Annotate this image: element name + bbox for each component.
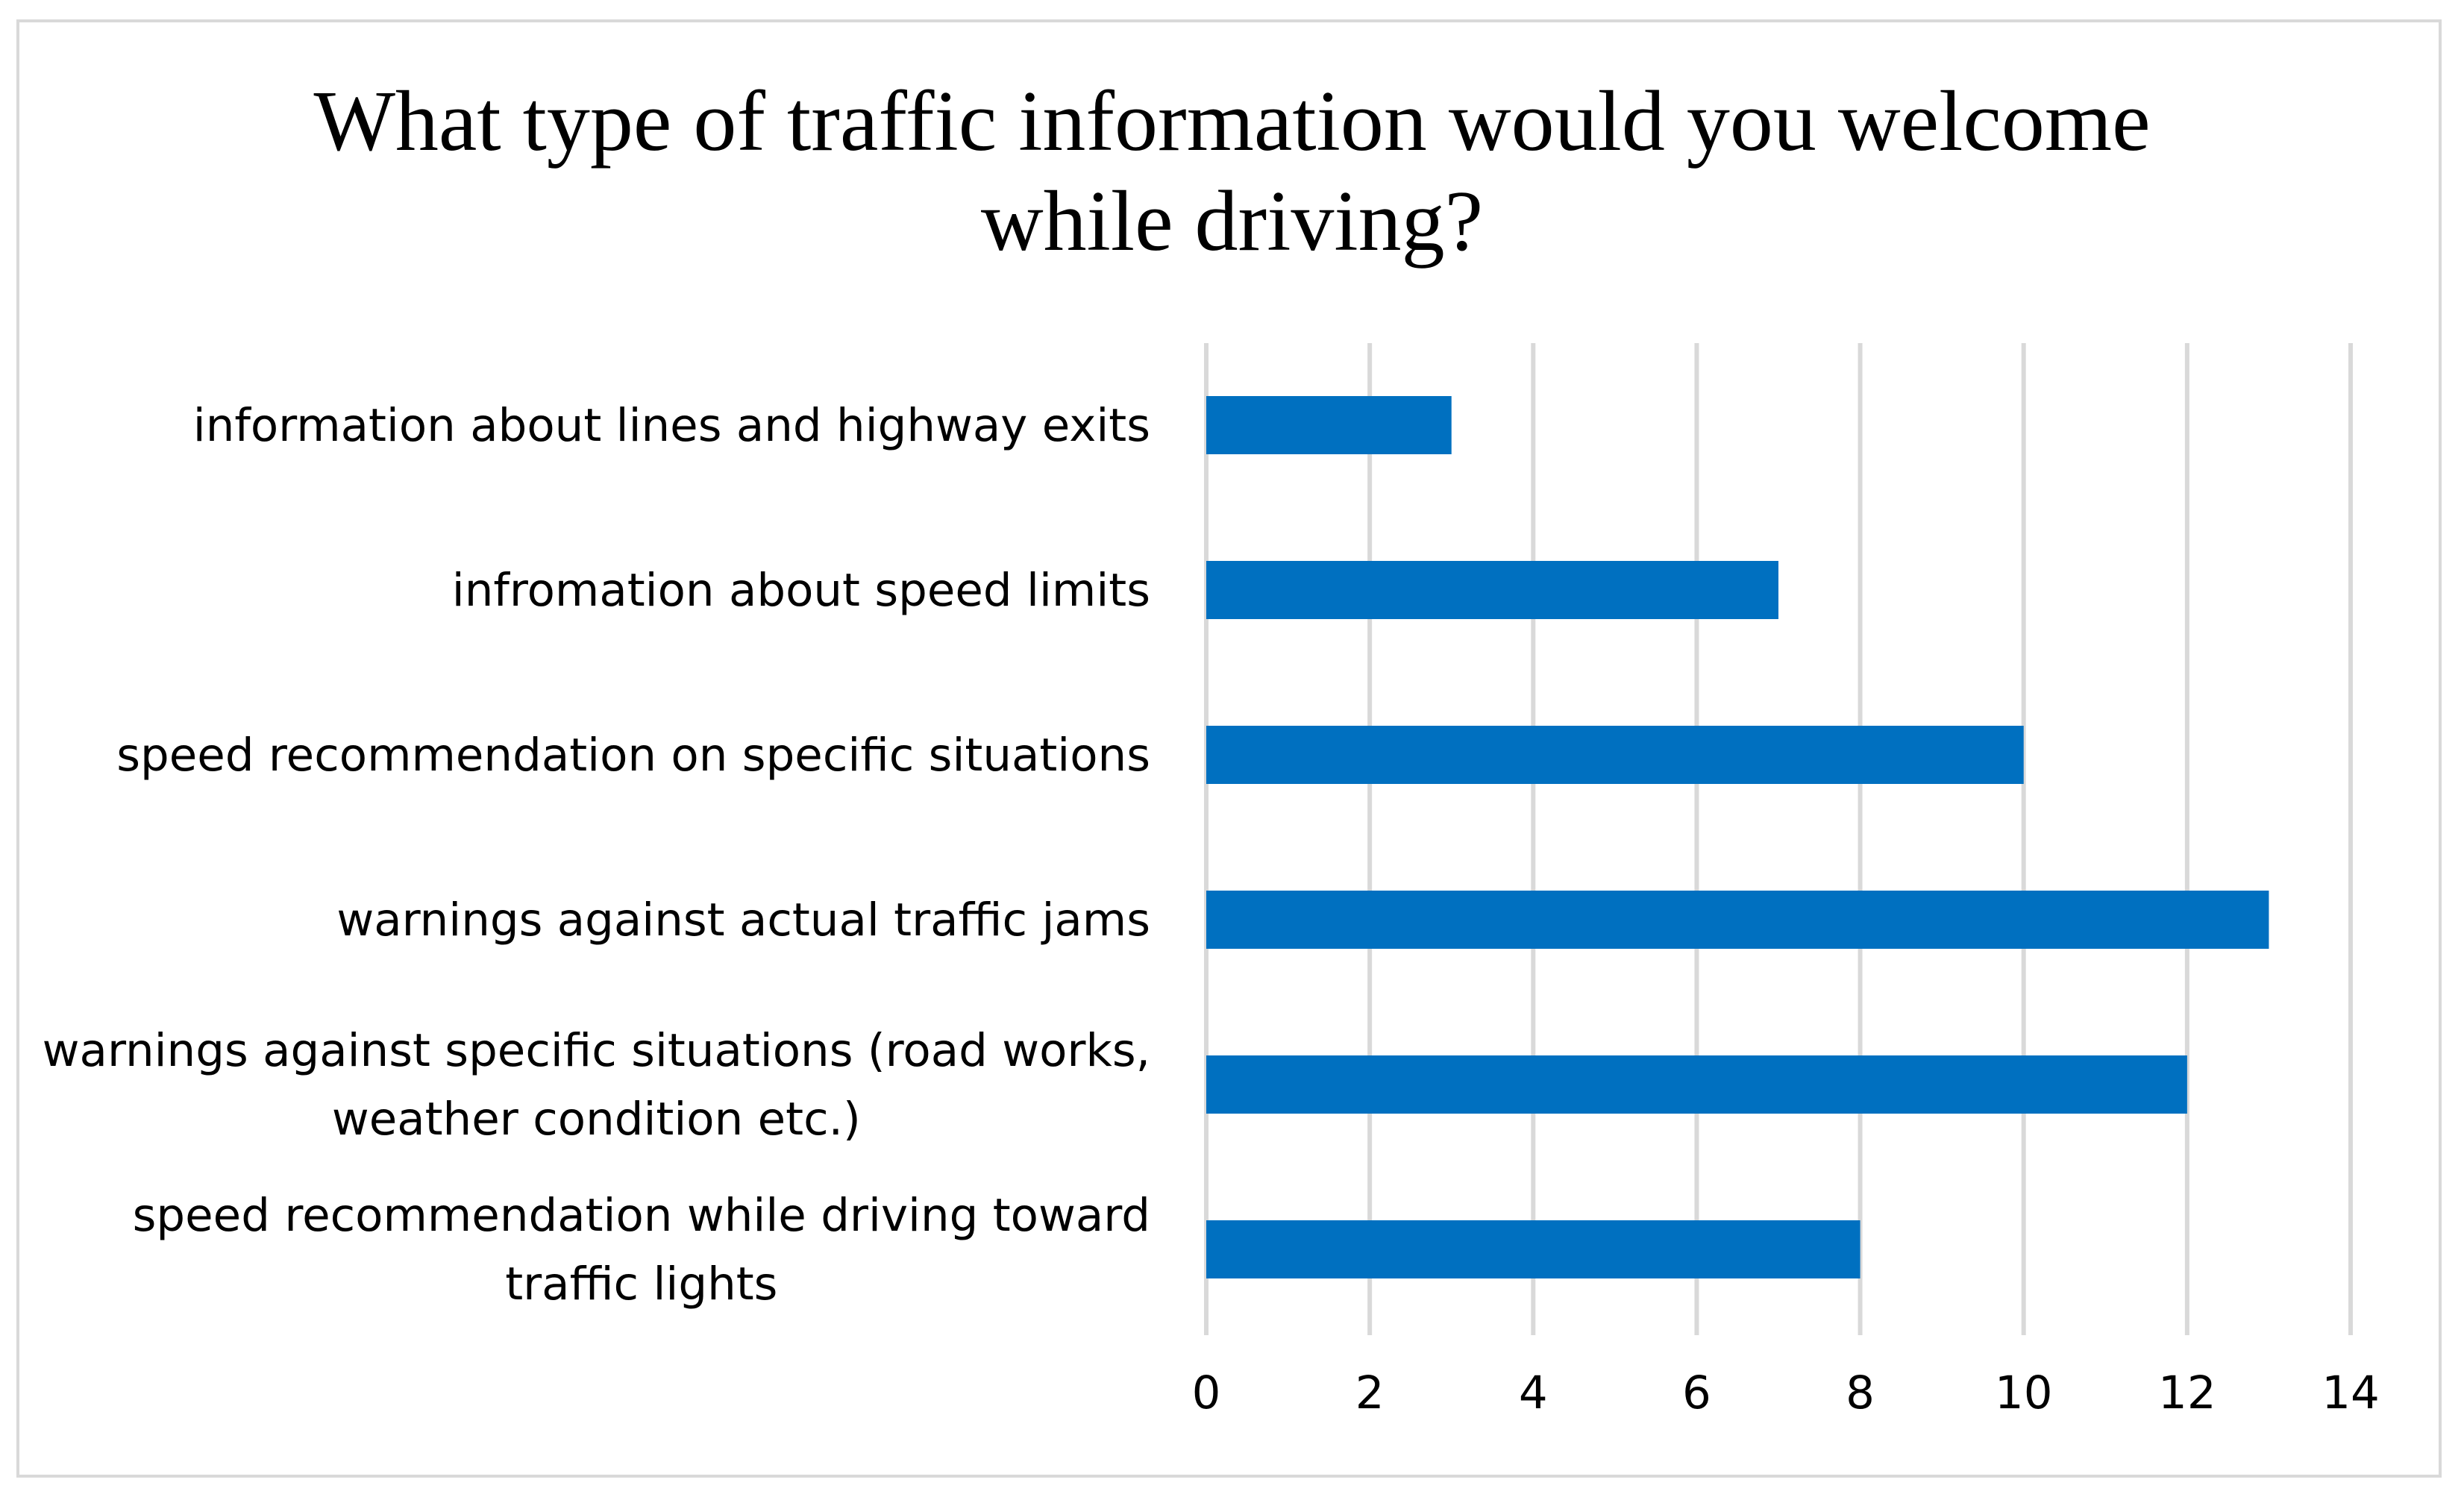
- category-label-5-line-1: speed recommendation while driving towar…: [133, 1189, 1150, 1242]
- category-label-4: warnings against specific situations (ro…: [43, 1024, 1150, 1146]
- x-tick-label-2: 2: [1355, 1366, 1385, 1419]
- category-label-4-line-1: warnings against specific situations (ro…: [43, 1024, 1150, 1077]
- category-label-2: speed recommendation on specific situati…: [116, 729, 1150, 782]
- x-tick-label-10: 10: [1995, 1366, 2053, 1419]
- bars: [1206, 396, 2269, 1278]
- bar-2: [1206, 726, 2024, 784]
- category-label-0: information about lines and highway exit…: [193, 399, 1150, 452]
- bar-1: [1206, 561, 1778, 619]
- x-tick-label-12: 12: [2158, 1366, 2216, 1419]
- x-tick-label-8: 8: [1846, 1366, 1875, 1419]
- chart-title: What type of traffic information would y…: [0, 72, 2464, 272]
- bar-3: [1206, 891, 2269, 949]
- bar-0: [1206, 396, 1452, 454]
- bar-5: [1206, 1220, 1860, 1278]
- category-label-4-line-2: weather condition etc.): [332, 1093, 861, 1146]
- x-tick-label-6: 6: [1682, 1366, 1711, 1419]
- category-label-5-line-2: traffic lights: [505, 1258, 777, 1311]
- chart-title-line-1: What type of traffic information would y…: [313, 74, 2151, 169]
- category-label-3: warnings against actual traffic jams: [336, 894, 1150, 947]
- category-labels: information about lines and highway exit…: [43, 399, 1150, 1311]
- bar-4: [1206, 1055, 2187, 1114]
- x-axis-tick-labels: 0 2 4 6 8 10 12 14: [1192, 1366, 2380, 1419]
- x-tick-label-0: 0: [1192, 1366, 1221, 1419]
- category-label-5: speed recommendation while driving towar…: [133, 1189, 1150, 1311]
- x-tick-label-14: 14: [2322, 1366, 2380, 1419]
- x-tick-label-4: 4: [1519, 1366, 1548, 1419]
- gridlines: [1204, 343, 2353, 1335]
- category-label-1: infromation about speed limits: [452, 564, 1150, 617]
- chart-title-line-2: while driving?: [980, 174, 1484, 269]
